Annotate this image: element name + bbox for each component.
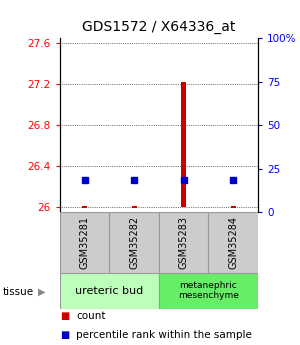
Text: ▶: ▶	[38, 287, 46, 296]
Text: ■: ■	[60, 330, 69, 339]
Text: GSM35282: GSM35282	[129, 216, 139, 269]
Text: ■: ■	[60, 311, 69, 321]
Text: GSM35284: GSM35284	[228, 216, 238, 269]
Bar	[208, 212, 258, 273]
Text: tissue: tissue	[3, 287, 34, 296]
Text: GSM35283: GSM35283	[179, 216, 189, 269]
Title: GDS1572 / X64336_at: GDS1572 / X64336_at	[82, 20, 236, 34]
Bar	[132, 206, 137, 208]
Bar	[60, 212, 110, 273]
Bar	[60, 273, 159, 309]
Text: count: count	[76, 311, 106, 321]
Bar	[159, 273, 258, 309]
Text: percentile rank within the sample: percentile rank within the sample	[76, 330, 252, 339]
Text: GSM35281: GSM35281	[80, 216, 90, 269]
Bar	[231, 206, 236, 208]
Bar	[181, 82, 186, 207]
Bar	[82, 206, 87, 208]
Text: metanephric
mesenchyme: metanephric mesenchyme	[178, 281, 239, 300]
Text: ureteric bud: ureteric bud	[75, 286, 144, 296]
Bar	[159, 212, 208, 273]
Bar	[110, 212, 159, 273]
